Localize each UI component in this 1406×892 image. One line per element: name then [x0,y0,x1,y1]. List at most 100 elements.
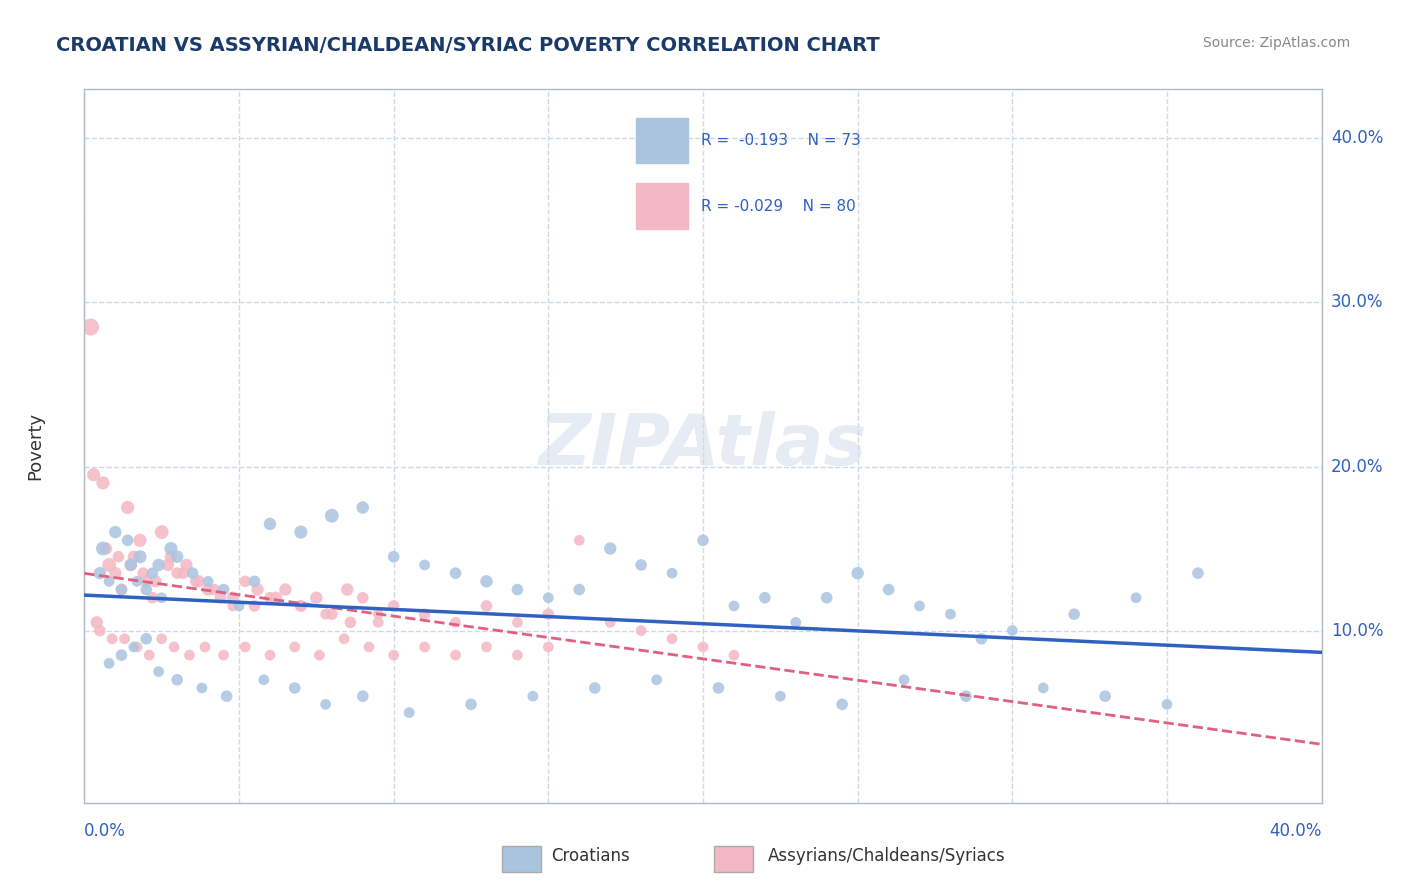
Text: Assyrians/Chaldeans/Syriacs: Assyrians/Chaldeans/Syriacs [768,847,1005,865]
Point [506,582,529,597]
Point [382,599,405,613]
Point [259,648,281,662]
Point [692,640,714,654]
Point [197,582,219,597]
Point [537,591,560,605]
Point [98,574,121,589]
Point [228,599,250,613]
Point [475,574,498,589]
Point [125,640,148,654]
Point [707,681,730,695]
Point [222,591,245,605]
Point [197,574,219,589]
Point [1094,689,1116,703]
Point [114,632,136,646]
Point [444,615,467,630]
Point [264,591,287,605]
Point [1032,681,1054,695]
Text: CROATIAN VS ASSYRIAN/CHALDEAN/SYRIAC POVERTY CORRELATION CHART: CROATIAN VS ASSYRIAN/CHALDEAN/SYRIAC POV… [56,36,880,54]
Point [253,673,276,687]
Point [333,632,356,646]
Point [506,615,529,630]
Point [120,558,142,572]
Point [444,566,467,581]
Point [692,533,714,548]
Point [315,698,337,712]
Text: Poverty: Poverty [25,412,44,480]
Point [1063,607,1085,622]
Point [831,698,853,712]
Point [212,648,235,662]
Point [382,549,405,564]
Point [141,566,163,581]
Point [274,582,297,597]
Text: 10.0%: 10.0% [1331,622,1384,640]
Text: 30.0%: 30.0% [1331,293,1384,311]
Point [645,673,668,687]
Point [475,640,498,654]
Point [135,582,157,597]
Point [413,607,436,622]
Point [308,648,330,662]
Point [413,558,436,572]
Point [129,533,152,548]
Point [107,549,129,564]
Point [336,582,359,597]
Point [212,582,235,597]
Point [955,689,977,703]
Point [908,599,931,613]
Text: Source: ZipAtlas.com: Source: ZipAtlas.com [1202,36,1350,50]
Point [599,541,621,556]
Point [150,632,173,646]
Point [160,541,183,556]
Text: 0.0%: 0.0% [84,822,127,840]
Point [723,599,745,613]
Point [259,516,281,531]
Point [135,574,157,589]
Point [98,558,121,572]
Point [156,558,179,572]
Point [723,648,745,662]
Text: 20.0%: 20.0% [1331,458,1384,475]
Point [209,591,232,605]
Point [537,640,560,654]
Point [475,599,498,613]
Point [754,591,776,605]
Point [290,599,312,613]
Point [98,657,121,671]
Point [150,525,173,540]
Point [290,599,312,613]
Point [970,632,993,646]
Point [243,599,266,613]
Point [104,566,127,581]
Point [141,591,163,605]
Point [1187,566,1209,581]
Point [398,706,420,720]
Point [352,689,374,703]
Point [215,689,238,703]
Point [176,558,198,572]
Point [179,648,201,662]
Point [94,541,117,556]
Point [290,525,312,540]
Point [148,558,170,572]
Point [184,574,207,589]
Point [846,566,869,581]
Point [101,632,124,646]
Point [522,689,544,703]
Point [89,566,111,581]
Point [122,640,145,654]
Point [160,549,183,564]
Point [79,320,101,334]
Point [785,615,807,630]
Point [352,591,374,605]
Point [583,681,606,695]
Point [120,558,142,572]
Point [769,689,792,703]
Point [599,615,621,630]
Point [352,500,374,515]
Point [357,640,380,654]
Point [104,525,127,540]
Point [815,591,838,605]
FancyBboxPatch shape [713,846,754,872]
